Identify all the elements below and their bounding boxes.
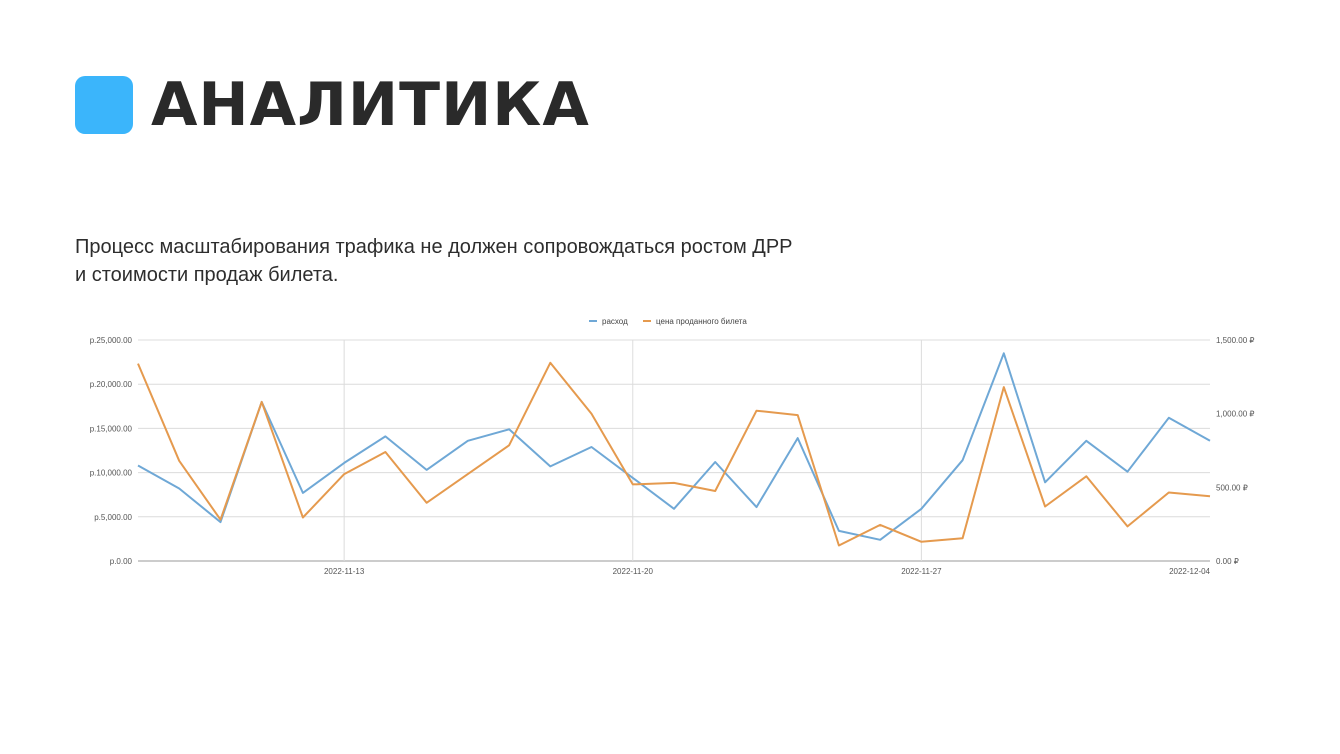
- y-right-tick-label: 1,000.00 ₽: [1216, 410, 1254, 419]
- series-line-price: [137, 361, 1211, 547]
- y-left-tick-label: р.20,000.00: [90, 380, 133, 389]
- page-title: АНАЛИТИКА: [151, 70, 590, 140]
- y-axis-left: р.0.00 р.5,000.00 р.10,000.00 р.15,000.00 р.…: [90, 336, 133, 566]
- y-right-tick-label: 1,500.00 ₽: [1216, 336, 1254, 345]
- title-block: АНАЛИТИКА: [75, 70, 590, 140]
- y-left-tick-label: р.10,000.00: [90, 469, 133, 478]
- x-tick-label: 2022-12-04: [1169, 567, 1210, 576]
- y-left-tick-label: р.15,000.00: [90, 424, 133, 433]
- title-accent-square: [75, 76, 133, 134]
- chart-grid: [138, 339, 1210, 562]
- y-left-tick-label: р.25,000.00: [90, 336, 133, 345]
- x-tick-label: 2022-11-20: [613, 567, 654, 576]
- x-axis: 2022-11-13 2022-11-20 2022-11-27 2022-12-04: [324, 567, 1211, 576]
- subtitle-line-2: и стоимости продаж билета.: [75, 264, 339, 286]
- legend-label-rashod: расход: [602, 317, 628, 326]
- y-axis-right: 0.00 ₽ 500.00 ₽ 1,000.00 ₽ 1,500.00 ₽: [1216, 336, 1254, 566]
- page-subtitle: Процесс масштабирования трафика не долже…: [75, 233, 975, 289]
- line-chart: расход цена проданного билета р.0.00 р.5,…: [90, 317, 1255, 576]
- legend-label-price: цена проданного билета: [656, 317, 747, 326]
- y-right-tick-label: 500.00 ₽: [1216, 483, 1248, 492]
- y-left-tick-label: р.5,000.00: [94, 513, 132, 522]
- chart-legend: расход цена проданного билета: [589, 317, 747, 326]
- x-tick-label: 2022-11-13: [324, 567, 365, 576]
- x-tick-label: 2022-11-27: [901, 567, 942, 576]
- series-line-rashod: [137, 352, 1211, 541]
- y-left-tick-label: р.0.00: [110, 557, 133, 566]
- series-layer: [137, 352, 1211, 547]
- subtitle-line-1: Процесс масштабирования трафика не долже…: [75, 236, 793, 258]
- y-right-tick-label: 0.00 ₽: [1216, 557, 1239, 566]
